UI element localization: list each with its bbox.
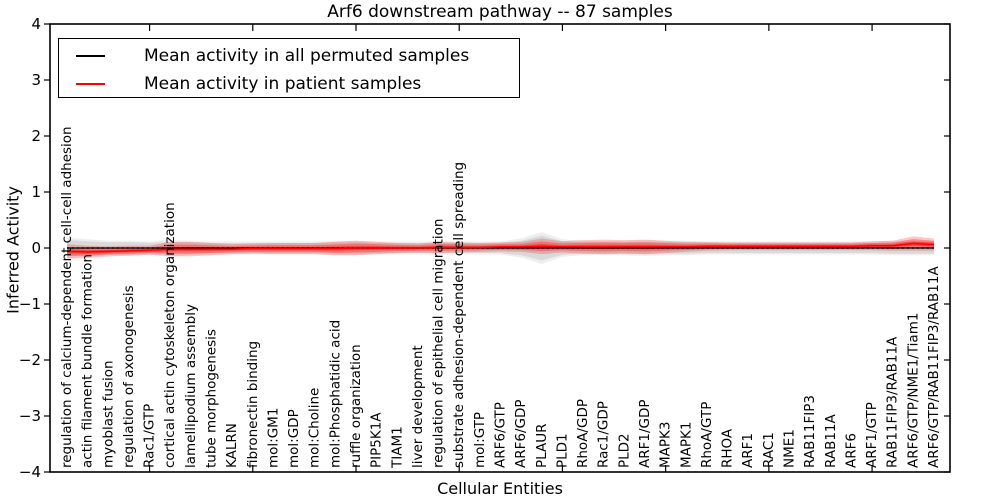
x-tick-label: NME1 — [782, 429, 798, 468]
legend-entry-patient: Mean activity in patient samples — [59, 70, 519, 98]
x-tick-label: RHOA — [720, 428, 736, 468]
x-tick-label: ruffle organization — [348, 344, 364, 468]
x-tick-label: lamellipodium assembly — [183, 304, 199, 468]
x-tick-label: RAB11FIP3/RAB11A — [885, 336, 901, 468]
x-tick-label: TIAM1 — [389, 426, 405, 469]
chart-title: Arf6 downstream pathway -- 87 samples — [327, 2, 673, 22]
x-tick-label: mol:Choline — [307, 388, 323, 468]
x-tick-label: fibronectin binding — [245, 341, 261, 468]
legend-line-permuted-icon — [76, 55, 105, 57]
x-tick-label: RAB11A — [823, 413, 839, 468]
legend: Mean activity in all permuted samples Me… — [58, 38, 520, 98]
legend-entry-permuted: Mean activity in all permuted samples — [59, 42, 519, 70]
x-tick-label: ARF6/GDP — [513, 399, 529, 468]
x-tick-label: ARF6 — [843, 433, 859, 468]
x-tick-label: RAC1 — [761, 432, 777, 468]
x-tick-label: mol:GM1 — [265, 408, 281, 468]
x-tick-label: substrate adhesion-dependent cell spread… — [451, 162, 467, 468]
x-tick-label: tube morphogenesis — [204, 329, 220, 468]
y-tick-label: −3 — [19, 407, 41, 425]
x-tick-label: mol:GTP — [472, 412, 488, 468]
y-tick-label: 4 — [31, 15, 41, 33]
x-tick-label: PLAUR — [534, 424, 550, 468]
x-tick-label: Rac1/GDP — [596, 401, 612, 468]
x-tick-label: RhoA/GTP — [699, 402, 715, 468]
y-tick-label: −2 — [19, 351, 41, 369]
x-tick-label: regulation of epithelial cell migration — [431, 219, 447, 468]
x-tick-label: PLD2 — [616, 433, 632, 468]
x-tick-label: mol:GDP — [286, 409, 302, 468]
x-tick-label: PLD1 — [554, 433, 570, 468]
y-tick-label: −4 — [19, 463, 41, 481]
x-tick-label: ARF1 — [740, 433, 756, 468]
x-tick-label: cortical actin cytoskeleton organization — [162, 202, 178, 468]
x-tick-label: KALRN — [224, 423, 240, 468]
x-tick-label: PIP5K1A — [369, 412, 385, 468]
y-axis-label: Inferred Activity — [3, 186, 23, 314]
x-tick-label: MAPK1 — [678, 422, 694, 468]
y-tick-label: 1 — [31, 183, 41, 201]
y-tick-label: 2 — [31, 127, 41, 145]
x-tick-label: mol:Phosphatidic acid — [327, 320, 343, 468]
legend-label-patient: Mean activity in patient samples — [144, 74, 422, 94]
x-tick-label: ARF1/GDP — [637, 399, 653, 468]
y-tick-label: 3 — [31, 71, 41, 89]
x-tick-label: ARF6/GTP/RAB11FIP3/RAB11A — [926, 266, 942, 468]
legend-line-patient-icon — [76, 83, 105, 85]
x-tick-label: myoblast fusion — [100, 360, 116, 468]
x-tick-label: RhoA/GDP — [575, 399, 591, 468]
x-tick-label: ARF6/GTP/NME1/Tiam1 — [905, 313, 921, 468]
patient-mean-line — [66, 242, 935, 253]
x-tick-label: liver development — [410, 345, 426, 468]
x-tick-label: actin filament bundle formation — [80, 254, 96, 468]
plot-frame — [49, 23, 951, 473]
y-tick-label: −1 — [19, 295, 41, 313]
x-tick-label: RAB11FIP3 — [802, 395, 818, 468]
x-tick-label: MAPK3 — [658, 422, 674, 468]
x-axis-label: Cellular Entities — [437, 479, 563, 498]
x-tick-label: Rac1/GTP — [142, 404, 158, 468]
legend-label-permuted: Mean activity in all permuted samples — [144, 46, 470, 66]
x-tick-label: regulation of axonogenesis — [121, 285, 137, 468]
x-tick-label: regulation of calcium-dependent cell-cel… — [59, 126, 75, 468]
y-tick-label: 0 — [31, 239, 41, 257]
x-tick-label: ARF6/GTP — [493, 402, 509, 468]
x-tick-label: ARF1/GTP — [864, 402, 880, 468]
